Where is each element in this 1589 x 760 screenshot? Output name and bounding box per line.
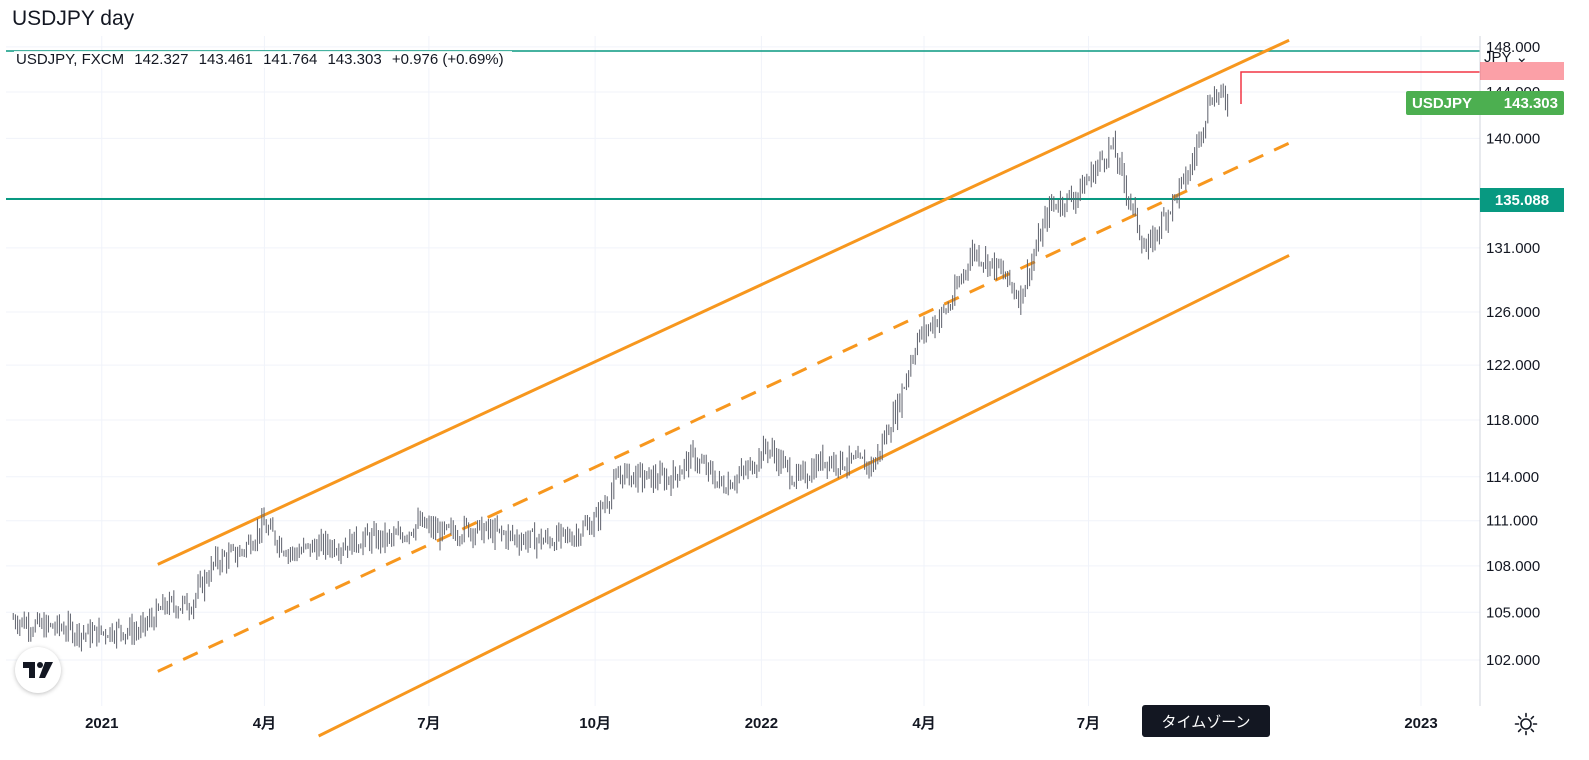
time-tick-label: 2022	[745, 715, 778, 732]
tradingview-logo[interactable]	[15, 647, 61, 693]
price-tick-label: 114.000	[1486, 469, 1539, 486]
price-tick-label: 140.000	[1486, 130, 1540, 147]
time-axis[interactable]: 2021 4月 7月 10月 2022 4月 7月 2023	[85, 715, 1438, 732]
price-tick-label: 118.000	[1486, 412, 1539, 429]
price-tick-label: 122.000	[1486, 357, 1540, 374]
legend-close: 143.303	[327, 51, 382, 68]
alert-level-line	[1240, 71, 1480, 104]
channel-median-line	[157, 141, 1290, 673]
currency-label: JPY	[1484, 48, 1512, 66]
price-tick-label: 108.000	[1486, 558, 1540, 575]
currency-selector[interactable]: JPY ⌄	[1484, 44, 1554, 70]
channel-lines	[157, 38, 1290, 738]
legend-open: 142.327	[134, 51, 189, 68]
time-tick-label: 7月	[417, 715, 440, 732]
last-price-badge: USDJPY 143.303	[1406, 91, 1564, 115]
price-tick-label: 131.000	[1486, 240, 1540, 257]
chevron-down-icon: ⌄	[1515, 49, 1529, 66]
legend-symbol: USDJPY, FXCM	[16, 51, 125, 68]
legend-high: 143.461	[198, 51, 253, 68]
time-tick-label: 7月	[1077, 715, 1100, 732]
horizontal-level-badge: 135.088	[1480, 188, 1564, 212]
horizontal-levels	[6, 50, 1480, 200]
gear-icon[interactable]	[1514, 712, 1538, 736]
time-tick-label: 4月	[912, 715, 935, 732]
candles	[12, 83, 1229, 652]
chart-grid	[6, 36, 1480, 706]
price-axis[interactable]: 102.000 105.000 108.000 111.000 114.000 118.0…	[1486, 39, 1540, 669]
legend-low: 141.764	[263, 51, 318, 68]
price-tick-label: 111.000	[1486, 513, 1538, 530]
channel-lower-line	[317, 254, 1290, 738]
chart-title: USDJPY day	[12, 7, 135, 30]
price-tick-label: 148.000	[1486, 39, 1540, 56]
alert-level-badge	[1480, 62, 1564, 80]
time-tick-label: 10月	[579, 715, 611, 732]
channel-upper-line	[157, 38, 1290, 566]
ohlc-legend: USDJPY, FXCM 142.327 143.461 141.764 143…	[14, 51, 512, 68]
price-tick-label: 105.000	[1486, 604, 1540, 621]
legend-change: +0.976 (+0.69%)	[391, 51, 504, 68]
time-tick-label: 2021	[85, 715, 118, 732]
tradingview-logo-icon	[23, 662, 53, 678]
price-badge-symbol: USDJPY	[1412, 94, 1473, 112]
time-tick-label: 2023	[1404, 715, 1437, 732]
price-badge-value: 143.303	[1503, 94, 1558, 112]
timezone-tooltip: タイムゾーン	[1142, 705, 1270, 737]
time-tick-label: 4月	[253, 715, 276, 732]
price-tick-label: 126.000	[1486, 304, 1540, 321]
price-tick-label: 102.000	[1486, 652, 1540, 669]
